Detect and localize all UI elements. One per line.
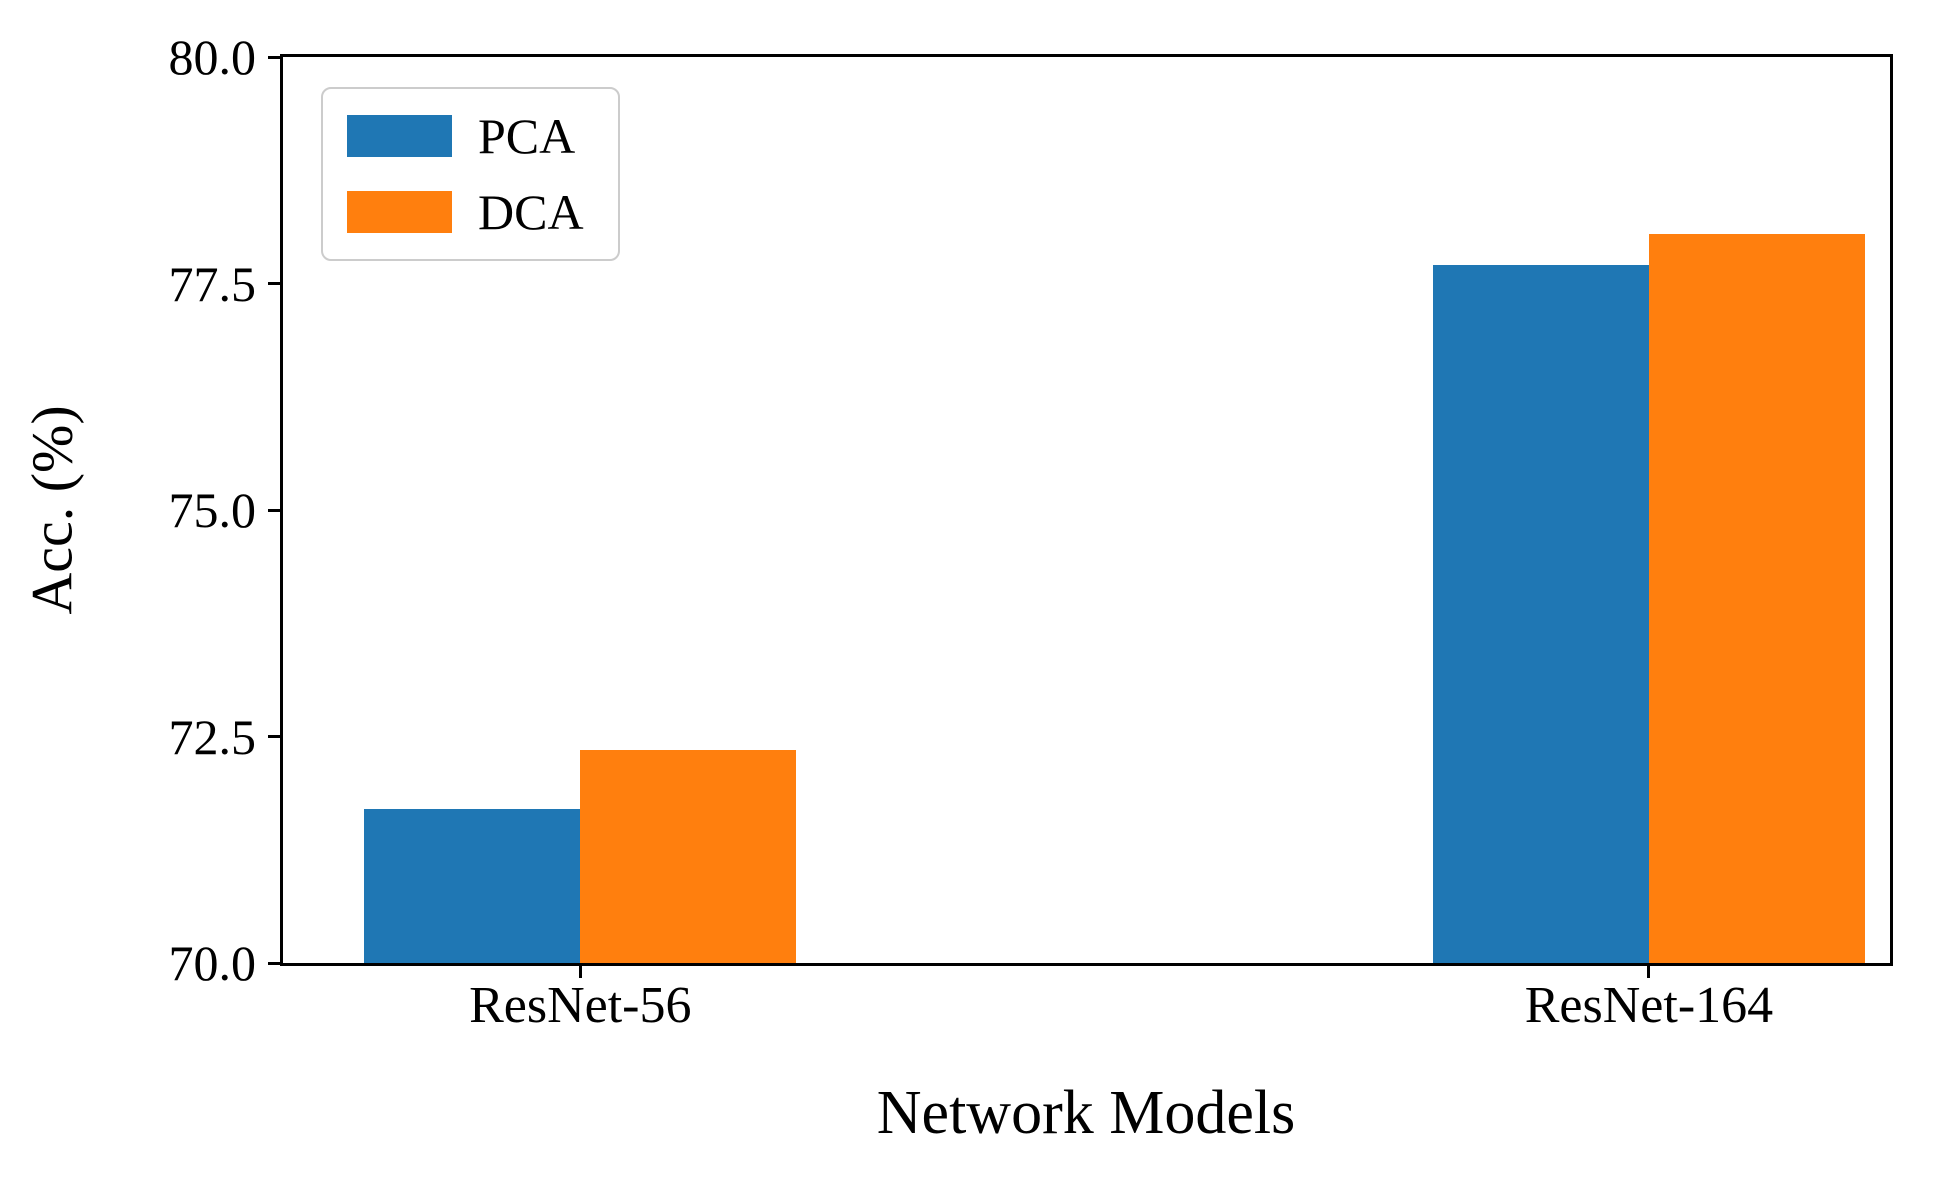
plot-area: 70.0 72.5 75.0 77.5 80.0 ResNet-56 ResNet-164 … <box>169 32 1893 1032</box>
y-tick-mark <box>268 961 280 965</box>
legend-item-dca: DCA <box>347 187 584 237</box>
bar-resnet-164-pca <box>1432 265 1649 963</box>
x-tick-mark <box>578 966 582 978</box>
y-tick-mark <box>268 55 280 59</box>
bar-resnet-56-pca <box>364 808 581 963</box>
x-tick-label-resnet-164: ResNet-164 <box>1524 977 1774 1034</box>
legend: PCA DCA <box>321 87 620 261</box>
y-tick-label: 72.5 <box>168 708 257 765</box>
y-tick-label: 70.0 <box>168 935 257 991</box>
legend-label-dca: DCA <box>478 184 584 240</box>
y-tick-label: 75.0 <box>168 482 257 538</box>
y-tick-mark <box>268 735 280 738</box>
legend-label-pca: PCA <box>478 108 576 164</box>
bar-resnet-56-dca <box>580 750 797 963</box>
legend-item-pca: PCA <box>347 111 584 161</box>
x-axis-label: Network Models <box>876 1079 1296 1147</box>
y-tick-label: 80.0 <box>168 29 257 85</box>
x-tick-mark <box>1647 966 1651 978</box>
bar-resnet-164-dca <box>1648 233 1865 963</box>
y-tick-label: 77.5 <box>168 255 257 312</box>
x-tick-label-resnet-56: ResNet-56 <box>469 977 692 1034</box>
y-tick-mark <box>268 282 280 285</box>
legend-swatch-dca <box>347 191 452 233</box>
y-tick-mark <box>268 508 280 512</box>
y-axis-label: Acc. (%) <box>19 405 85 615</box>
plot-content: 70.0 72.5 75.0 77.5 80.0 ResNet-56 ResNet-164 <box>169 32 1890 1032</box>
legend-swatch-pca <box>347 115 452 157</box>
